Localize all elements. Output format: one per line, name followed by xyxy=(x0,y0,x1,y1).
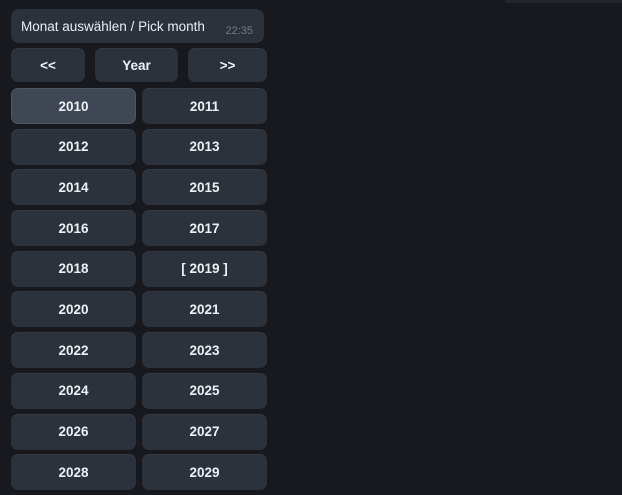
year-button-2029[interactable]: 2029 xyxy=(142,454,267,491)
year-mode-button[interactable]: Year xyxy=(95,48,178,82)
year-button-2028[interactable]: 2028 xyxy=(11,454,136,491)
year-grid: 2010 2011 2012 2013 2014 2015 2016 2017 … xyxy=(11,88,267,491)
year-button-2014[interactable]: 2014 xyxy=(11,169,136,206)
year-button-2011[interactable]: 2011 xyxy=(142,88,267,124)
year-button-2013[interactable]: 2013 xyxy=(142,128,267,165)
year-button-2024[interactable]: 2024 xyxy=(11,372,136,409)
next-years-button[interactable]: >> xyxy=(188,48,267,82)
message-bubble: Monat auswählen / Pick month 22:35 xyxy=(11,9,264,43)
year-button-2027[interactable]: 2027 xyxy=(142,413,267,450)
year-button-2017[interactable]: 2017 xyxy=(142,210,267,247)
prev-years-button[interactable]: << xyxy=(11,48,85,82)
message-text: Monat auswählen / Pick month xyxy=(21,18,205,34)
year-picker-nav: << Year >> xyxy=(11,48,267,82)
year-button-2018[interactable]: 2018 xyxy=(11,250,136,287)
year-button-2020[interactable]: 2020 xyxy=(11,291,136,328)
year-button-2012[interactable]: 2012 xyxy=(11,128,136,165)
year-button-2023[interactable]: 2023 xyxy=(142,332,267,369)
year-button-2022[interactable]: 2022 xyxy=(11,332,136,369)
message-timestamp: 22:35 xyxy=(225,25,253,37)
partial-element-top-right xyxy=(505,0,622,3)
year-button-2019[interactable]: [ 2019 ] xyxy=(142,250,267,287)
year-button-2021[interactable]: 2021 xyxy=(142,291,267,328)
year-button-2026[interactable]: 2026 xyxy=(11,413,136,450)
year-button-2016[interactable]: 2016 xyxy=(11,210,136,247)
year-button-2010[interactable]: 2010 xyxy=(11,88,136,124)
year-button-2015[interactable]: 2015 xyxy=(142,169,267,206)
year-button-2025[interactable]: 2025 xyxy=(142,372,267,409)
